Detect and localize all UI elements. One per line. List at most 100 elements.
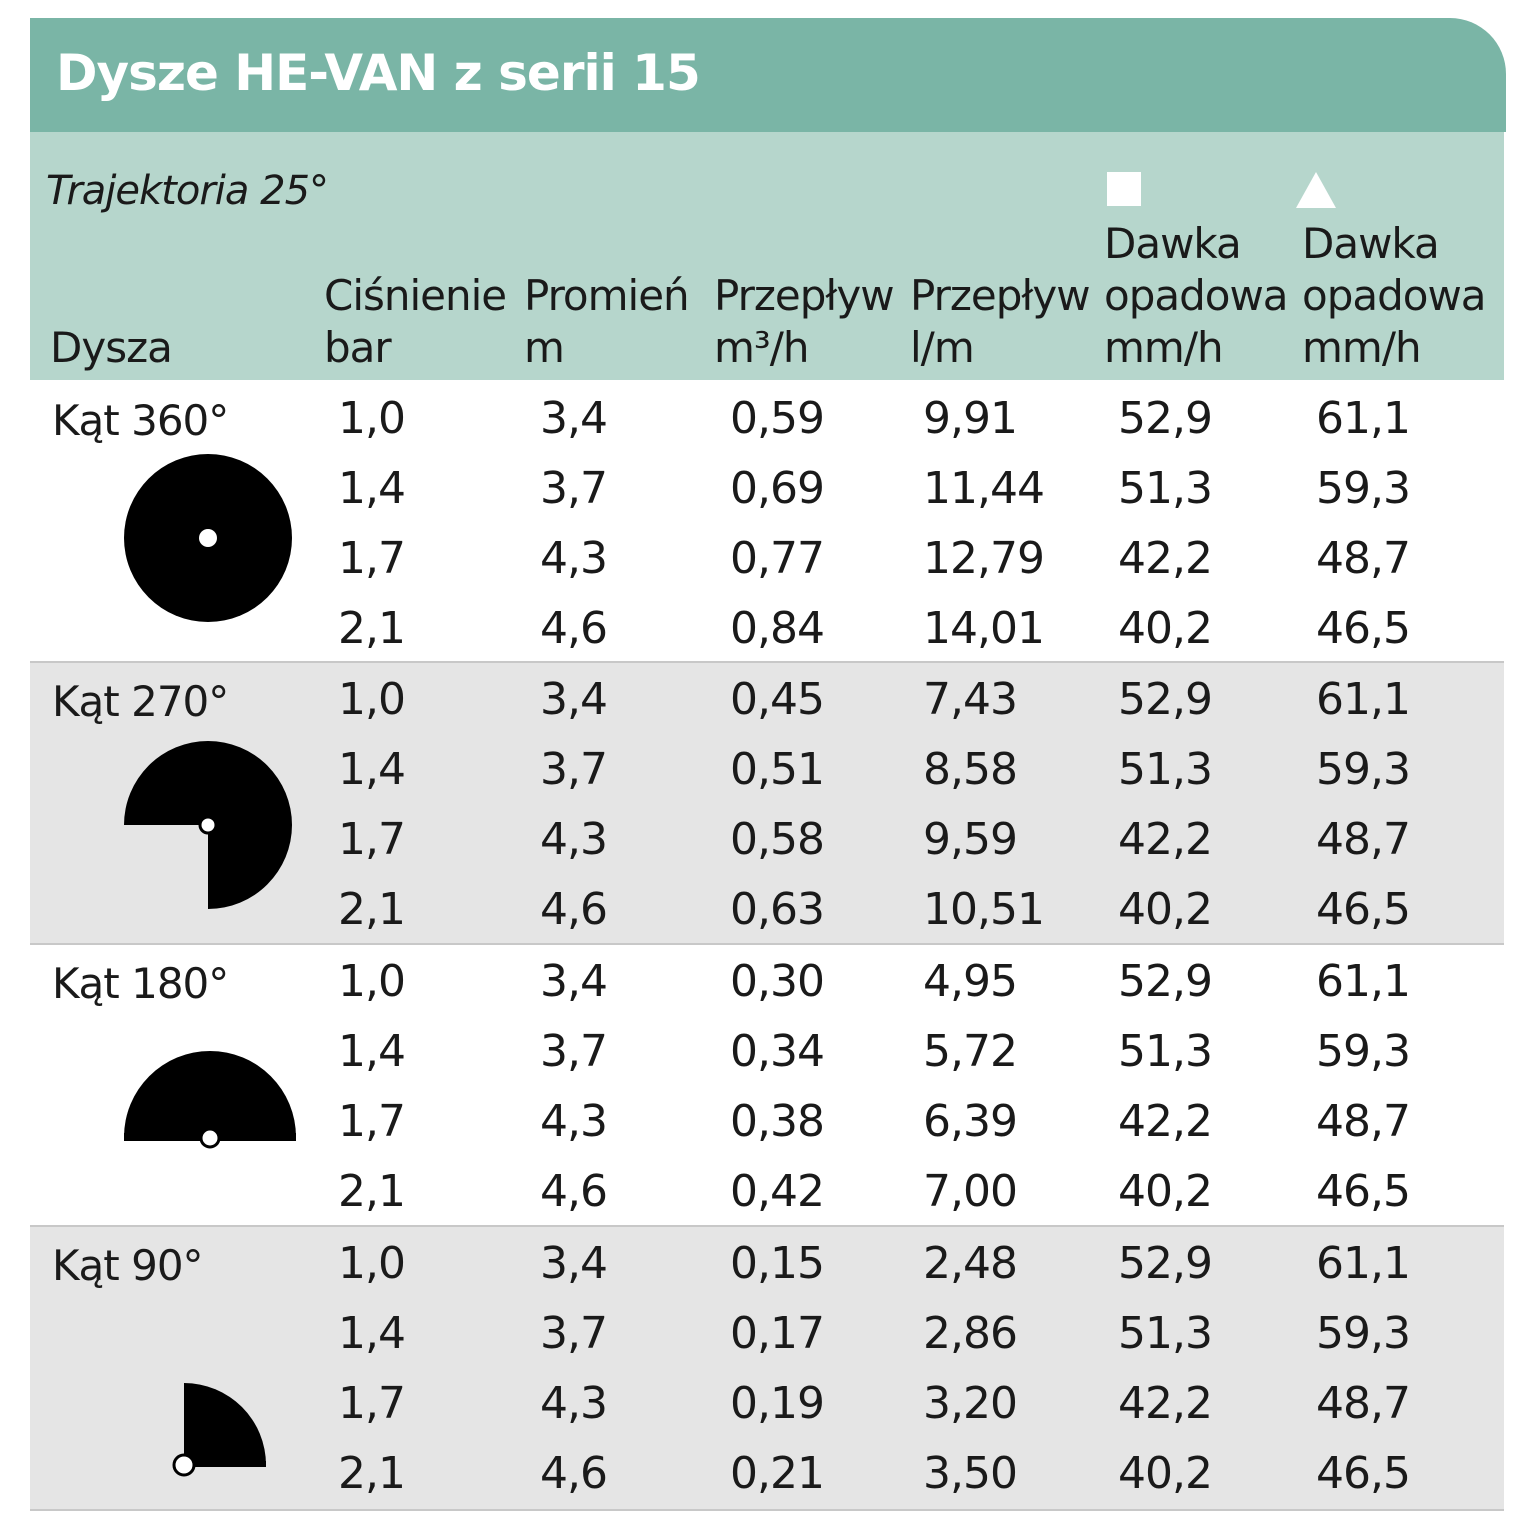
angle-label: Kąt 360° bbox=[52, 396, 229, 445]
table-cell: 42,2 bbox=[1118, 1096, 1213, 1147]
half-circle-icon bbox=[124, 1051, 296, 1149]
angle-label: Kąt 180° bbox=[52, 959, 229, 1008]
divider bbox=[30, 1509, 1504, 1511]
triangle-spacing-icon bbox=[1296, 172, 1336, 208]
header-text: opadowa bbox=[1302, 271, 1487, 320]
table-cell: 51,3 bbox=[1118, 1308, 1213, 1359]
table-cell: 0,17 bbox=[730, 1308, 825, 1359]
table-row: 1,0 3,4 0,30 4,95 52,9 61,1 bbox=[30, 947, 1504, 1017]
table-cell: 4,3 bbox=[540, 1378, 608, 1429]
table-cell: 3,7 bbox=[540, 1308, 608, 1359]
table-cell: 42,2 bbox=[1118, 814, 1213, 865]
table-cell: 0,51 bbox=[730, 744, 825, 795]
header-text: m³/h bbox=[714, 323, 810, 372]
table-cell: 51,3 bbox=[1118, 1026, 1213, 1077]
table-cell: 52,9 bbox=[1118, 956, 1213, 1007]
table-cell: 40,2 bbox=[1118, 1166, 1213, 1217]
table-cell: 5,72 bbox=[923, 1026, 1018, 1077]
table-cell: 1,4 bbox=[338, 463, 406, 514]
table-cell: 0,30 bbox=[730, 956, 825, 1007]
table-cell: 59,3 bbox=[1316, 744, 1411, 795]
table-row: 1,0 3,4 0,15 2,48 52,9 61,1 bbox=[30, 1229, 1504, 1299]
table-cell: 46,5 bbox=[1316, 884, 1411, 935]
header-text: Dysza bbox=[50, 323, 173, 372]
table-cell: 0,15 bbox=[730, 1238, 825, 1289]
table-cell: 42,2 bbox=[1118, 533, 1213, 584]
group-90: Kąt 90° 1,0 3,4 0,15 2,48 52,9 61,1 1,4 3,7 0,1… bbox=[30, 1227, 1504, 1509]
divider bbox=[30, 661, 1504, 663]
table-row: 1,7 4,3 0,77 12,79 42,2 48,7 bbox=[30, 524, 1504, 594]
table-cell: 4,3 bbox=[540, 533, 608, 584]
table-cell: 2,48 bbox=[923, 1238, 1018, 1289]
header-flow-lm: Przepływ l/m bbox=[910, 270, 1091, 374]
angle-label: Kąt 90° bbox=[52, 1241, 204, 1290]
table-cell: 3,20 bbox=[923, 1378, 1018, 1429]
header-text: m bbox=[524, 323, 565, 372]
header-text: Promień bbox=[524, 271, 690, 320]
table-cell: 0,59 bbox=[730, 393, 825, 444]
table-cell: 52,9 bbox=[1118, 393, 1213, 444]
table-cell: 51,3 bbox=[1118, 463, 1213, 514]
table-cell: 1,7 bbox=[338, 1378, 406, 1429]
group-360: Kąt 360° 1,0 3,4 0,59 9,91 52,9 61,1 1,4 3,7 0,… bbox=[30, 382, 1504, 664]
table-row: 1,7 4,3 0,58 9,59 42,2 48,7 bbox=[30, 805, 1504, 875]
table-cell: 1,7 bbox=[338, 1096, 406, 1147]
table-cell: 0,21 bbox=[730, 1448, 825, 1499]
header-radius: Promień m bbox=[524, 270, 690, 374]
table-row: 1,4 3,7 0,69 11,44 51,3 59,3 bbox=[30, 454, 1504, 524]
header-text: bar bbox=[324, 323, 392, 372]
table-cell: 59,3 bbox=[1316, 1308, 1411, 1359]
three-quarter-circle-icon bbox=[124, 741, 292, 909]
table-cell: 2,1 bbox=[338, 603, 406, 654]
table-cell: 2,86 bbox=[923, 1308, 1018, 1359]
table-cell: 3,4 bbox=[540, 674, 608, 725]
table-cell: 1,4 bbox=[338, 1308, 406, 1359]
table-cell: 1,4 bbox=[338, 744, 406, 795]
table-cell: 40,2 bbox=[1118, 884, 1213, 935]
title-bar: Dysze HE-VAN z serii 15 bbox=[30, 18, 1506, 132]
header-text: opadowa bbox=[1104, 271, 1289, 320]
table-cell: 0,34 bbox=[730, 1026, 825, 1077]
table-cell: 1,0 bbox=[338, 956, 406, 1007]
table-cell: 1,0 bbox=[338, 674, 406, 725]
header-flow-m3h: Przepływ m³/h bbox=[714, 270, 895, 374]
table-cell: 4,6 bbox=[540, 884, 608, 935]
table-row: 2,1 4,6 0,63 10,51 40,2 46,5 bbox=[30, 875, 1504, 945]
table-cell: 3,7 bbox=[540, 1026, 608, 1077]
table-cell: 0,38 bbox=[730, 1096, 825, 1147]
header-text: l/m bbox=[910, 323, 975, 372]
table-cell: 0,63 bbox=[730, 884, 825, 935]
group-270: Kąt 270° 1,0 3,4 0,45 7,43 52,9 61,1 1,4 3,7 0,… bbox=[30, 663, 1504, 945]
table-cell: 11,44 bbox=[923, 463, 1045, 514]
table-cell: 3,4 bbox=[540, 393, 608, 444]
table-row: 1,0 3,4 0,59 9,91 52,9 61,1 bbox=[30, 384, 1504, 454]
table-cell: 59,3 bbox=[1316, 463, 1411, 514]
header-precip-triangle: Dawka opadowa mm/h bbox=[1302, 218, 1487, 374]
table-cell: 3,50 bbox=[923, 1448, 1018, 1499]
header-text: Przepływ bbox=[910, 271, 1091, 320]
table-cell: 48,7 bbox=[1316, 1378, 1411, 1429]
table-cell: 0,45 bbox=[730, 674, 825, 725]
divider bbox=[30, 943, 1504, 945]
table-cell: 1,0 bbox=[338, 1238, 406, 1289]
table-cell: 10,51 bbox=[923, 884, 1045, 935]
table-cell: 2,1 bbox=[338, 1448, 406, 1499]
table-cell: 61,1 bbox=[1316, 393, 1411, 444]
table-cell: 0,42 bbox=[730, 1166, 825, 1217]
table-cell: 7,43 bbox=[923, 674, 1018, 725]
table-cell: 52,9 bbox=[1118, 1238, 1213, 1289]
table-cell: 6,39 bbox=[923, 1096, 1018, 1147]
group-180: Kąt 180° 1,0 3,4 0,30 4,95 52,9 61,1 1,4 3,7 0,… bbox=[30, 945, 1504, 1227]
table-cell: 61,1 bbox=[1316, 1238, 1411, 1289]
table-cell: 4,6 bbox=[540, 1448, 608, 1499]
header-text: mm/h bbox=[1302, 323, 1422, 372]
table-cell: 40,2 bbox=[1118, 1448, 1213, 1499]
divider bbox=[30, 1225, 1504, 1227]
table-cell: 0,77 bbox=[730, 533, 825, 584]
table-cell: 40,2 bbox=[1118, 603, 1213, 654]
table-cell: 9,59 bbox=[923, 814, 1018, 865]
header-text: Przepływ bbox=[714, 271, 895, 320]
table-cell: 46,5 bbox=[1316, 1166, 1411, 1217]
table-cell: 48,7 bbox=[1316, 1096, 1411, 1147]
table-cell: 3,7 bbox=[540, 744, 608, 795]
